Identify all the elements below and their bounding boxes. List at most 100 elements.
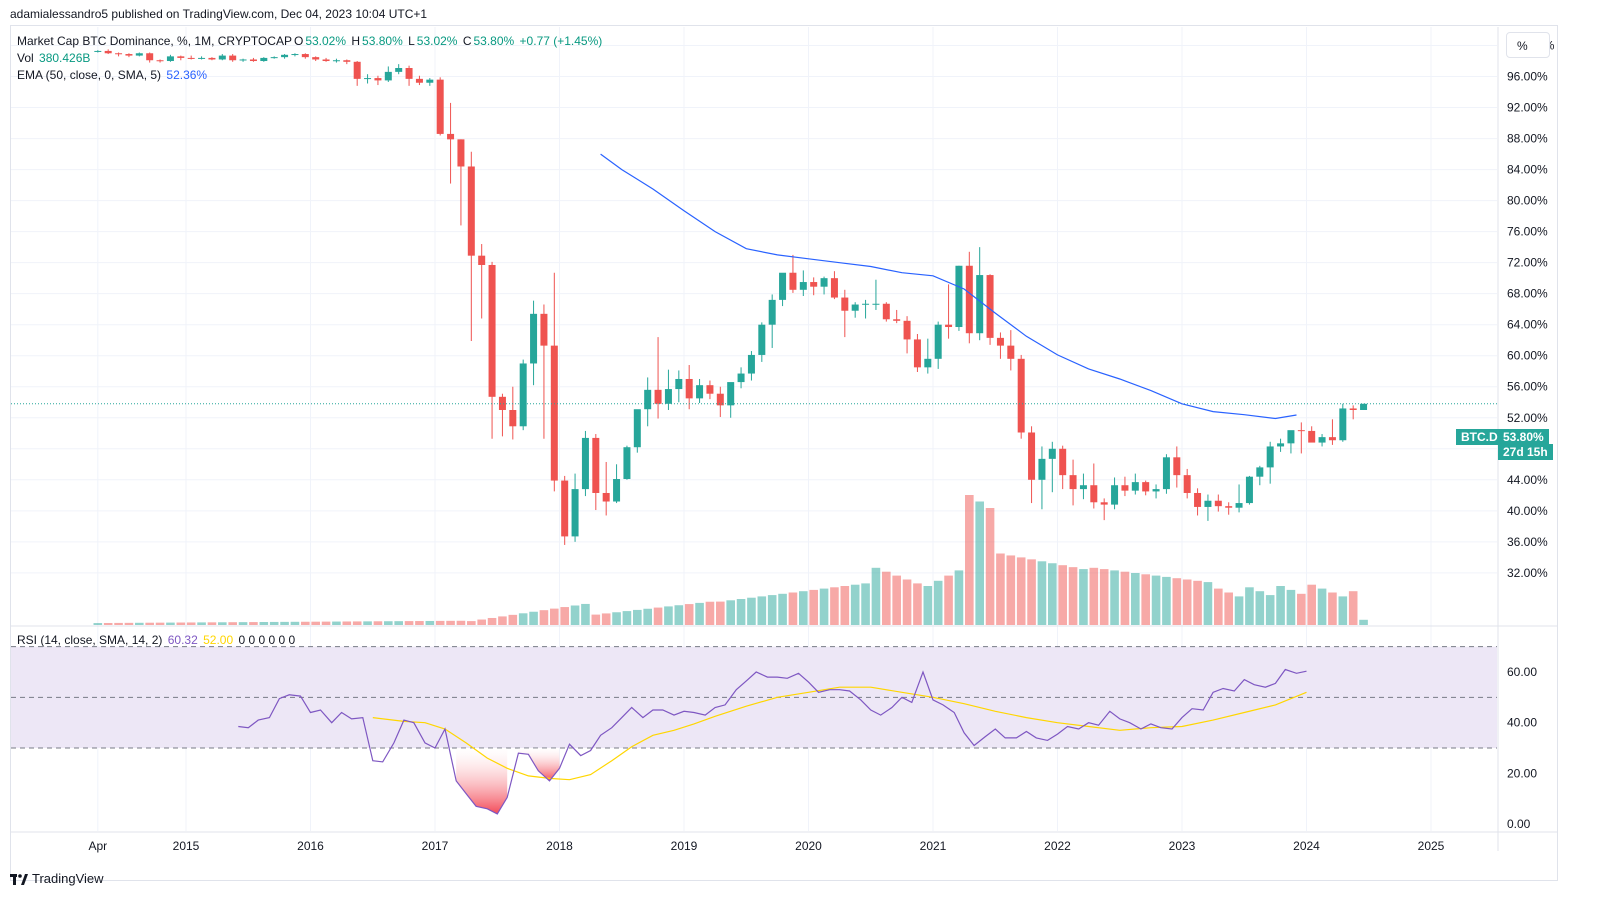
candle-body [1349,408,1357,410]
candle-body [623,447,631,480]
volume-bar [809,589,818,625]
x-tick-label: Apr [88,839,107,853]
tradingview-logo-icon [10,873,28,885]
legend-line-rsi: RSI (14, close, SMA, 14, 2) 60.32 52.00 … [17,633,297,647]
candle-body [1277,443,1285,447]
candle-body [218,55,226,60]
legend-high: 53.80% [362,34,403,48]
volume-bar [601,613,611,625]
volume-bar [1058,565,1067,625]
legend-rsi-label: RSI (14, close, SMA, 14, 2) [17,633,163,647]
candle-body [644,389,652,410]
candle-body [249,59,257,62]
y-tick-label: 88.00% [1507,132,1548,146]
candle-body [1328,437,1336,441]
volume-bar [477,619,486,625]
volume-bar [1172,578,1182,625]
candle-body [789,272,797,290]
volume-bar [1265,595,1275,625]
candle-body [415,78,423,83]
rsi-tick-label: 60.00 [1507,665,1537,679]
volume-bar [1297,593,1306,625]
candle-body [654,389,662,404]
volume-bar [1131,573,1140,625]
volume-bar [384,621,393,625]
volume-bar [1120,571,1130,625]
legend-open: 53.02% [305,34,347,48]
volume-bar [1348,591,1358,625]
percent-scale-button[interactable]: % [1506,32,1550,58]
volume-bar [539,610,549,625]
y-tick-label: 72.00% [1507,256,1548,270]
volume-bar [1006,555,1016,625]
candle-body [872,303,880,305]
candle-body [281,54,289,58]
x-tick-label: 2016 [297,839,324,853]
ema-50-line [600,153,1297,420]
volume-bar [1245,587,1254,625]
candle-body [343,60,351,62]
candle-body [841,297,849,311]
candle-body [1245,476,1253,504]
volume-bar [1016,557,1026,625]
candle-body [229,55,237,61]
candle-body [799,282,807,290]
candle-body [561,480,569,537]
volume-bar [591,614,601,625]
candle-body [986,275,994,338]
volume-bar [581,603,590,625]
volume-bar [1359,619,1368,625]
y-tick-label: 68.00% [1507,287,1548,301]
volume-bar [757,596,767,625]
candle-body [965,265,973,334]
volume-bar [1068,567,1078,625]
candle-body [1225,506,1233,508]
volume-bar [1048,563,1057,625]
legend-vol-value: 380.426B [39,51,91,65]
candle-body [934,324,942,359]
candle-body [498,396,506,410]
volume-bars [93,495,1368,625]
y-tick-label: 76.00% [1507,225,1548,239]
volume-bar [529,611,538,625]
volume-bar [435,620,445,625]
volume-bar [228,622,237,625]
rsi-oversold-fill [456,748,508,814]
legend-line-ema: EMA (50, close, 0, SMA, 5) 52.36% [17,68,209,82]
candle-body [478,255,486,265]
y-tick-label: 80.00% [1507,194,1548,208]
candle-body [1059,448,1067,476]
candle-body [115,53,123,55]
candle-body [696,385,704,399]
y-tick-label: 40.00% [1507,504,1548,518]
volume-bar [747,597,756,625]
candle-body [976,275,984,334]
y-tick-label: 32.00% [1507,566,1548,580]
candle-body [664,389,672,404]
volume-bar [1286,589,1296,625]
legend-line-vol: Vol 380.426B [17,51,92,65]
volume-bar [664,606,673,625]
candle-body [426,79,434,83]
volume-bar [301,621,310,625]
volume-bar [508,614,518,625]
volume-bar [736,599,746,625]
candle-body [405,68,413,79]
legend-title: Market Cap BTC Dominance, %, 1M, CRYPTOC… [17,34,292,48]
volume-bar [498,616,507,625]
candle-body [737,373,745,383]
footer-brand: TradingView [32,871,104,886]
legend-ema-value: 52.36% [166,68,208,82]
candle-body [1131,482,1139,491]
last-price-tag: 53.80% [1498,429,1549,445]
candle-body [488,264,496,397]
candle-body [1318,437,1326,443]
volume-bar [622,611,632,625]
candle-body [1007,345,1015,359]
volume-bar [871,567,881,625]
candle-body [727,382,735,406]
candle-body [374,78,382,81]
candle-body [1297,430,1305,432]
volume-bar [487,617,497,625]
